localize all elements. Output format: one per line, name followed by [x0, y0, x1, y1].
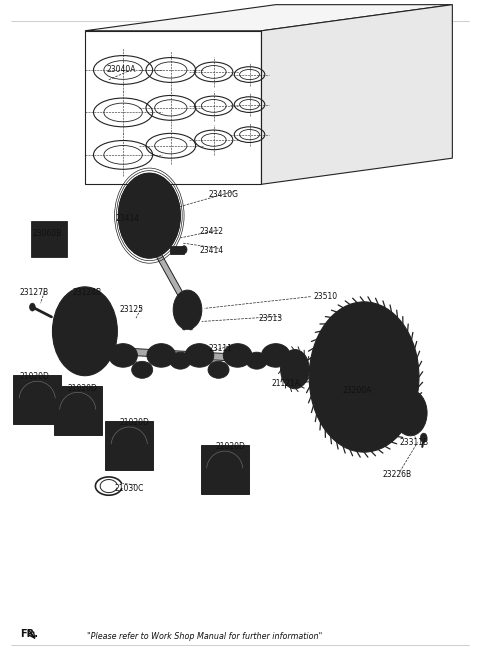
Circle shape: [319, 316, 409, 439]
Text: 23412: 23412: [199, 227, 223, 236]
Circle shape: [141, 227, 158, 251]
Ellipse shape: [109, 344, 137, 367]
Ellipse shape: [109, 425, 149, 466]
Text: 23060B: 23060B: [33, 229, 62, 237]
Circle shape: [182, 323, 187, 330]
Bar: [13, 375, 61, 424]
Circle shape: [62, 300, 108, 363]
Circle shape: [417, 422, 420, 427]
Ellipse shape: [204, 449, 245, 490]
Circle shape: [400, 399, 404, 404]
Text: 23513: 23513: [258, 314, 282, 323]
Text: 23124B: 23124B: [72, 287, 101, 297]
Text: 23040A: 23040A: [107, 66, 136, 75]
Circle shape: [388, 393, 397, 406]
Circle shape: [360, 415, 369, 428]
Ellipse shape: [17, 379, 57, 420]
Circle shape: [420, 433, 427, 442]
Text: 21020D: 21020D: [67, 384, 97, 392]
Text: 23200A: 23200A: [343, 386, 372, 394]
Text: FR.: FR.: [21, 628, 38, 639]
Circle shape: [189, 323, 193, 330]
Text: 23111: 23111: [209, 344, 233, 354]
Circle shape: [331, 393, 340, 406]
Text: 23127B: 23127B: [20, 287, 48, 297]
Text: 21020D: 21020D: [120, 419, 150, 427]
Circle shape: [400, 422, 404, 427]
Text: 23125: 23125: [120, 305, 144, 314]
Text: 23410G: 23410G: [209, 190, 239, 199]
Ellipse shape: [170, 352, 191, 369]
Bar: [201, 445, 249, 494]
Ellipse shape: [58, 390, 98, 432]
Ellipse shape: [246, 352, 267, 369]
Ellipse shape: [211, 456, 238, 483]
Text: 23311B: 23311B: [400, 438, 429, 447]
Circle shape: [360, 325, 369, 338]
Circle shape: [144, 232, 154, 245]
Bar: [31, 221, 67, 256]
Circle shape: [118, 173, 180, 258]
Ellipse shape: [262, 344, 290, 367]
Bar: [106, 421, 153, 470]
Polygon shape: [107, 348, 297, 364]
Circle shape: [388, 348, 397, 361]
Text: 21020D: 21020D: [20, 373, 49, 382]
Ellipse shape: [116, 432, 143, 459]
Text: "Please refer to Work Shop Manual for further information": "Please refer to Work Shop Manual for fu…: [87, 632, 323, 641]
Bar: [54, 386, 102, 436]
Circle shape: [281, 350, 309, 389]
Text: 21121A: 21121A: [271, 379, 300, 388]
Ellipse shape: [132, 361, 153, 379]
Circle shape: [352, 360, 376, 394]
Circle shape: [52, 287, 117, 376]
Bar: [113, 349, 118, 353]
Text: 21020D: 21020D: [215, 442, 245, 451]
Circle shape: [173, 290, 202, 329]
Text: 21030C: 21030C: [115, 483, 144, 493]
Circle shape: [309, 302, 419, 452]
Ellipse shape: [223, 344, 252, 367]
Circle shape: [394, 390, 427, 436]
Circle shape: [401, 400, 420, 426]
Text: 23226B: 23226B: [382, 470, 411, 480]
Ellipse shape: [181, 246, 187, 253]
Circle shape: [179, 298, 196, 321]
Ellipse shape: [208, 361, 229, 379]
Circle shape: [143, 206, 156, 225]
Text: 23510: 23510: [314, 292, 338, 301]
Text: 23414: 23414: [199, 247, 224, 255]
Ellipse shape: [147, 344, 176, 367]
Polygon shape: [147, 237, 190, 308]
Circle shape: [289, 361, 300, 377]
Ellipse shape: [64, 398, 91, 424]
Circle shape: [331, 348, 340, 361]
Ellipse shape: [185, 344, 214, 367]
Circle shape: [30, 303, 35, 311]
Circle shape: [417, 399, 420, 404]
Polygon shape: [262, 5, 452, 184]
Polygon shape: [85, 5, 452, 31]
Bar: [170, 246, 184, 253]
Ellipse shape: [24, 386, 50, 413]
Text: 23414: 23414: [116, 214, 140, 223]
Circle shape: [73, 315, 97, 348]
